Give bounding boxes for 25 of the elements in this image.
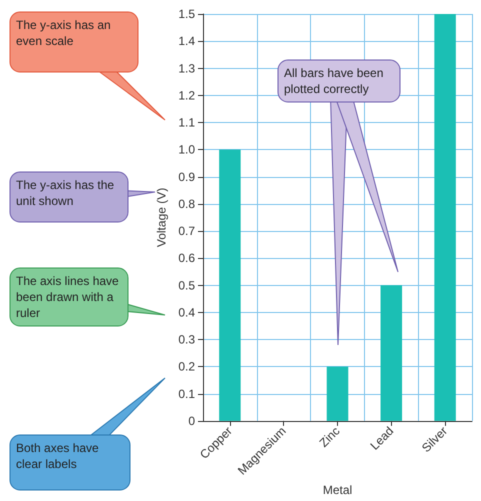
y-tick-label: 1.2 xyxy=(178,88,196,102)
x-tick-label: Zinc xyxy=(316,424,342,450)
speech-bubble: All bars have been plotted correctly xyxy=(278,60,400,346)
y-tick-label: 0.3 xyxy=(178,332,196,346)
y-tick-label: 0.6 xyxy=(178,251,196,266)
y-tick-label: 1.4 xyxy=(178,34,196,48)
y-tick-label: 1.1 xyxy=(178,116,196,130)
y-tick-label: 0.5 xyxy=(178,278,196,292)
x-axis-title: Metal xyxy=(322,483,352,497)
y-tick-label: 0.8 xyxy=(178,196,196,211)
y-axis-title: Voltage (V) xyxy=(154,188,168,248)
y-tick-label: 0.4 xyxy=(178,305,196,320)
bar xyxy=(380,285,402,421)
y-tick-label: 1.5 xyxy=(178,7,196,21)
y-tick-label: 0.9 xyxy=(178,170,196,184)
bar xyxy=(219,150,241,421)
bar xyxy=(326,366,348,421)
y-tick-label: 0.2 xyxy=(178,360,196,374)
y-tick-label: 0 xyxy=(188,414,196,428)
y-tick-label: 1.0 xyxy=(178,142,196,157)
bar xyxy=(434,14,456,421)
annotation: All bars have been plotted correctly xyxy=(284,65,384,97)
y-tick-label: 0.7 xyxy=(178,224,196,238)
y-tick-label: 1.3 xyxy=(178,61,196,76)
y-tick-label: 0.1 xyxy=(178,386,196,401)
